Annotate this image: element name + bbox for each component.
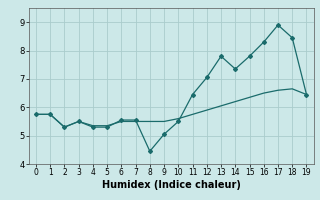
X-axis label: Humidex (Indice chaleur): Humidex (Indice chaleur) (102, 180, 241, 190)
